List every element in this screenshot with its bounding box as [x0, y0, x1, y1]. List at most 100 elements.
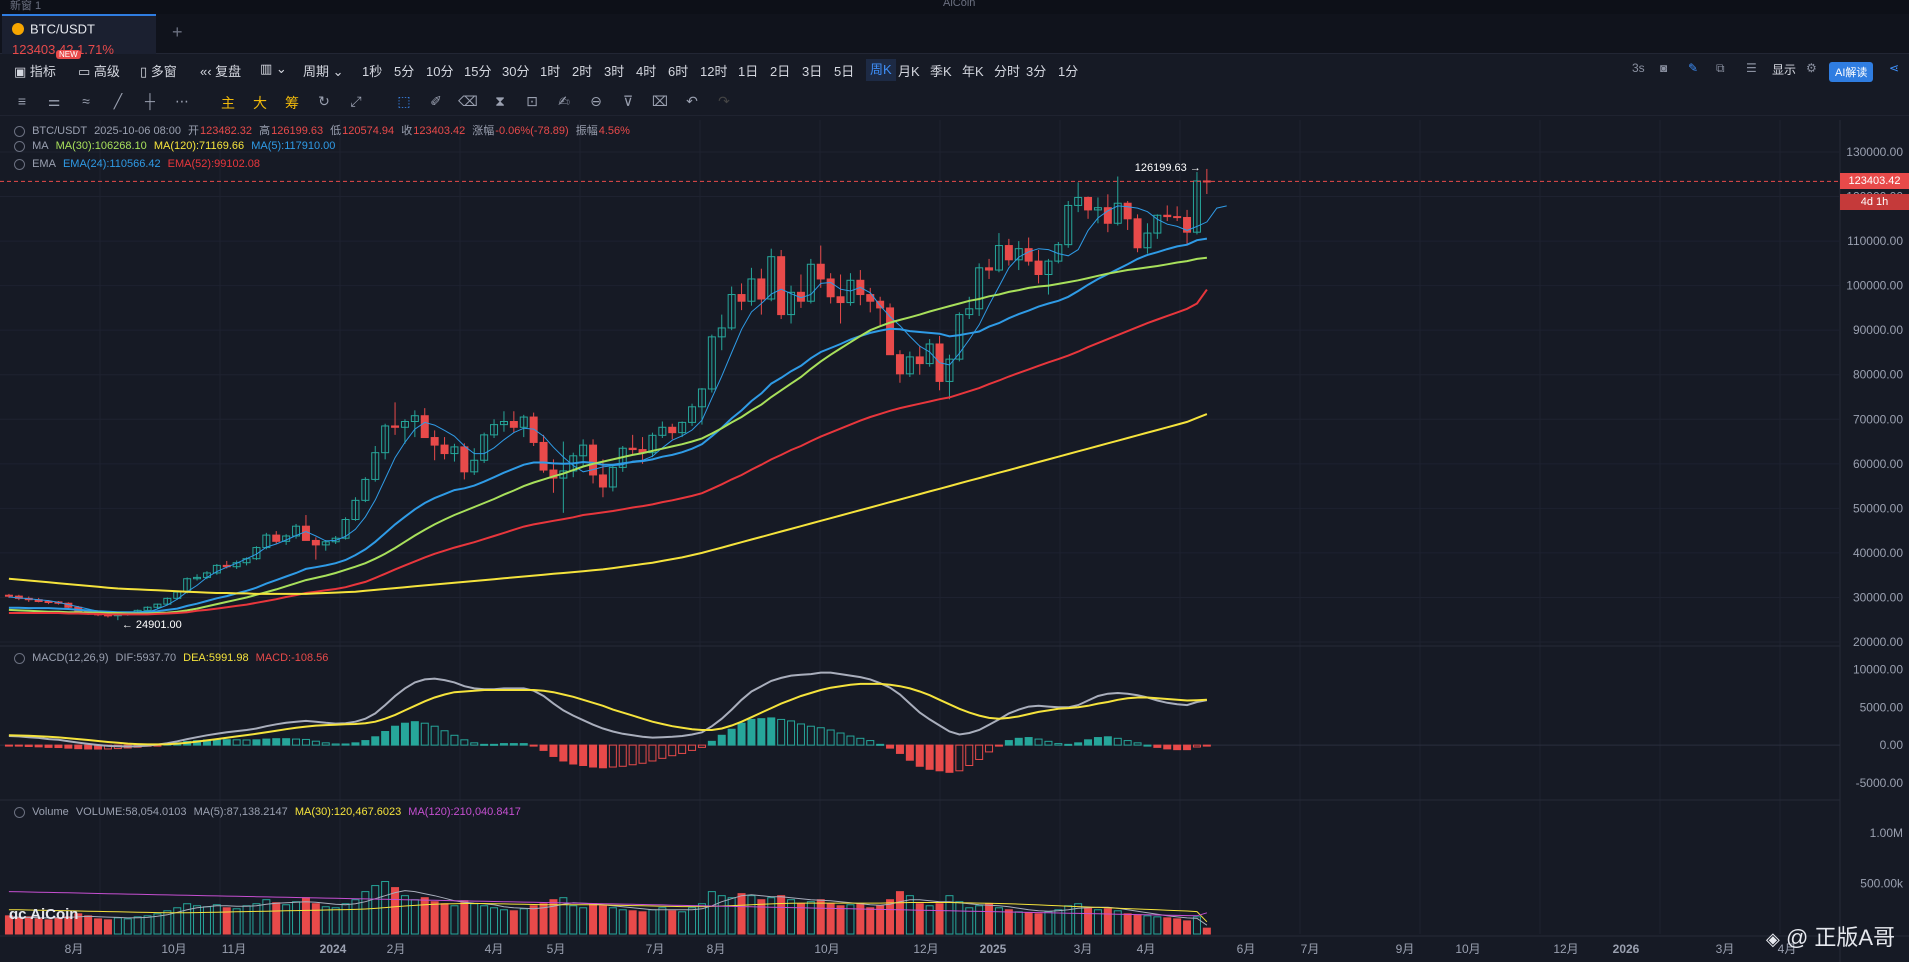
refresh-interval[interactable]: 3s	[1632, 61, 1645, 75]
period-3[interactable]: 15分	[464, 64, 492, 79]
undo-icon[interactable]: ↶	[686, 93, 698, 109]
macd-bar	[737, 722, 746, 746]
candle-body	[1173, 216, 1182, 219]
candle-body	[341, 519, 350, 539]
period-15[interactable]: 周K	[866, 59, 896, 81]
period-19[interactable]: 分时	[994, 64, 1021, 79]
volume-bar	[955, 901, 964, 935]
period-14[interactable]: 5日	[834, 64, 855, 79]
display-button[interactable]: 显示	[1772, 63, 1797, 77]
add-tab-button[interactable]: +	[172, 22, 183, 42]
trendline-icon[interactable]: ╱	[113, 93, 123, 109]
macd-bar	[351, 742, 360, 746]
indicator-button[interactable]: ▣ 指标	[14, 64, 56, 79]
period-4[interactable]: 30分	[502, 64, 530, 79]
macd-bar	[915, 744, 924, 767]
volume-bar	[1143, 915, 1152, 935]
main-force-button[interactable]: 主	[221, 95, 235, 111]
period-16[interactable]: 月K	[898, 64, 920, 79]
overlay-ma120	[8, 413, 1208, 595]
candle-body	[1153, 214, 1162, 234]
volume-bar	[420, 897, 429, 935]
replay-label: 复盘	[215, 64, 242, 79]
refresh-tool-icon[interactable]: ↻	[318, 93, 330, 109]
filter-icon[interactable]: ⊽	[622, 93, 634, 109]
edit-icon[interactable]: ✍	[558, 93, 570, 109]
ema-name[interactable]: EMA	[32, 158, 56, 170]
tab-btc-usdt[interactable]: BTC/USDT 123403.42 1.71%	[2, 14, 156, 57]
advanced-button[interactable]: ▭ 高级	[78, 64, 120, 79]
candle-body	[1064, 204, 1073, 246]
pen-icon[interactable]: ✎	[1688, 61, 1699, 75]
large-order-button[interactable]: 大	[253, 95, 267, 111]
period-17[interactable]: 季K	[930, 64, 952, 79]
macd-name[interactable]: MACD(12,26,9)	[32, 652, 109, 664]
layout-icon[interactable]: ⧉	[1716, 61, 1725, 75]
app-title: AiCoin	[943, 0, 976, 9]
period-11[interactable]: 1日	[738, 64, 759, 79]
period-10[interactable]: 12时	[700, 64, 728, 79]
candle-body	[747, 278, 756, 302]
macd-bar	[1133, 742, 1142, 746]
replay-button[interactable]: «‹ 复盘	[200, 64, 242, 79]
volume-name[interactable]: Volume	[32, 806, 69, 818]
collapse-icon[interactable]	[14, 125, 25, 137]
redo-icon[interactable]: ↷	[718, 93, 730, 109]
period-dropdown[interactable]: 周期 ⌄	[303, 64, 344, 79]
period-21[interactable]: 1分	[1058, 64, 1079, 79]
chart-type-button[interactable]: ▥ ⌄	[260, 61, 287, 76]
volume-bar	[638, 911, 647, 935]
period-12[interactable]: 2日	[770, 64, 791, 79]
time-axis-label-8: 8月	[707, 942, 726, 956]
macd-collapse-icon[interactable]	[14, 652, 25, 664]
ruler-icon[interactable]: ✐	[430, 93, 442, 109]
period-0[interactable]: 1秒	[362, 64, 383, 79]
wave-icon[interactable]: ≈	[82, 93, 90, 109]
period-9[interactable]: 6时	[668, 64, 689, 79]
candle-body	[1183, 216, 1192, 233]
volume-bar	[1133, 914, 1142, 935]
more-icon[interactable]: ⋯	[175, 93, 189, 109]
volume-collapse-icon[interactable]	[14, 806, 25, 818]
lock-icon[interactable]: ⊡	[526, 93, 538, 109]
macd-bar	[1163, 744, 1172, 750]
period-20[interactable]: 3分	[1026, 64, 1047, 79]
measure-icon[interactable]: ⤢	[350, 93, 362, 109]
period-1[interactable]: 5分	[394, 64, 415, 79]
time-axis-label-12: 3月	[1074, 942, 1093, 956]
camera-icon[interactable]: ◙	[1660, 61, 1668, 75]
period-7[interactable]: 3时	[604, 64, 625, 79]
list-icon[interactable]: ☰	[1746, 61, 1757, 75]
menu-icon[interactable]: ≡	[17, 93, 27, 109]
cursor-icon[interactable]: ⬚	[397, 93, 411, 109]
ma-name[interactable]: MA	[32, 140, 49, 152]
hline-icon[interactable]: ┼	[145, 93, 155, 109]
multi-window-button[interactable]: ▯ 多窗	[140, 64, 177, 79]
period-8[interactable]: 4时	[636, 64, 657, 79]
period-13[interactable]: 3日	[802, 64, 823, 79]
ai-analysis-button[interactable]: AI解读	[1829, 62, 1874, 82]
period-6[interactable]: 2时	[572, 64, 593, 79]
macd-bar	[1074, 742, 1083, 746]
settings-icon[interactable]: ⚙	[1806, 61, 1817, 75]
eraser-icon[interactable]: ⌫	[458, 93, 478, 109]
current-price-label: 123403.42	[1840, 173, 1909, 189]
macd-bar	[1103, 736, 1112, 746]
trash-icon[interactable]: ⌧	[651, 93, 669, 109]
binoculars-icon[interactable]: ⧗	[495, 93, 505, 109]
volume-bar	[876, 905, 885, 935]
macd-bar	[925, 744, 934, 770]
chip-button[interactable]: 筹	[285, 95, 299, 111]
window-title-bar: 新窗 1 AiCoin	[0, 0, 1909, 14]
dif-value: DIF:5937.70	[115, 652, 177, 664]
period-5[interactable]: 1时	[540, 64, 561, 79]
ma-collapse-icon[interactable]	[14, 140, 25, 152]
ema-collapse-icon[interactable]	[14, 158, 25, 170]
period-2[interactable]: 10分	[426, 64, 454, 79]
share-icon[interactable]: ⋖	[1889, 61, 1900, 75]
settings-lines-icon[interactable]: ⚌	[47, 93, 61, 109]
period-18[interactable]: 年K	[962, 64, 984, 79]
volume-bar	[94, 918, 103, 935]
magnet-icon[interactable]: ⊖	[590, 93, 602, 109]
